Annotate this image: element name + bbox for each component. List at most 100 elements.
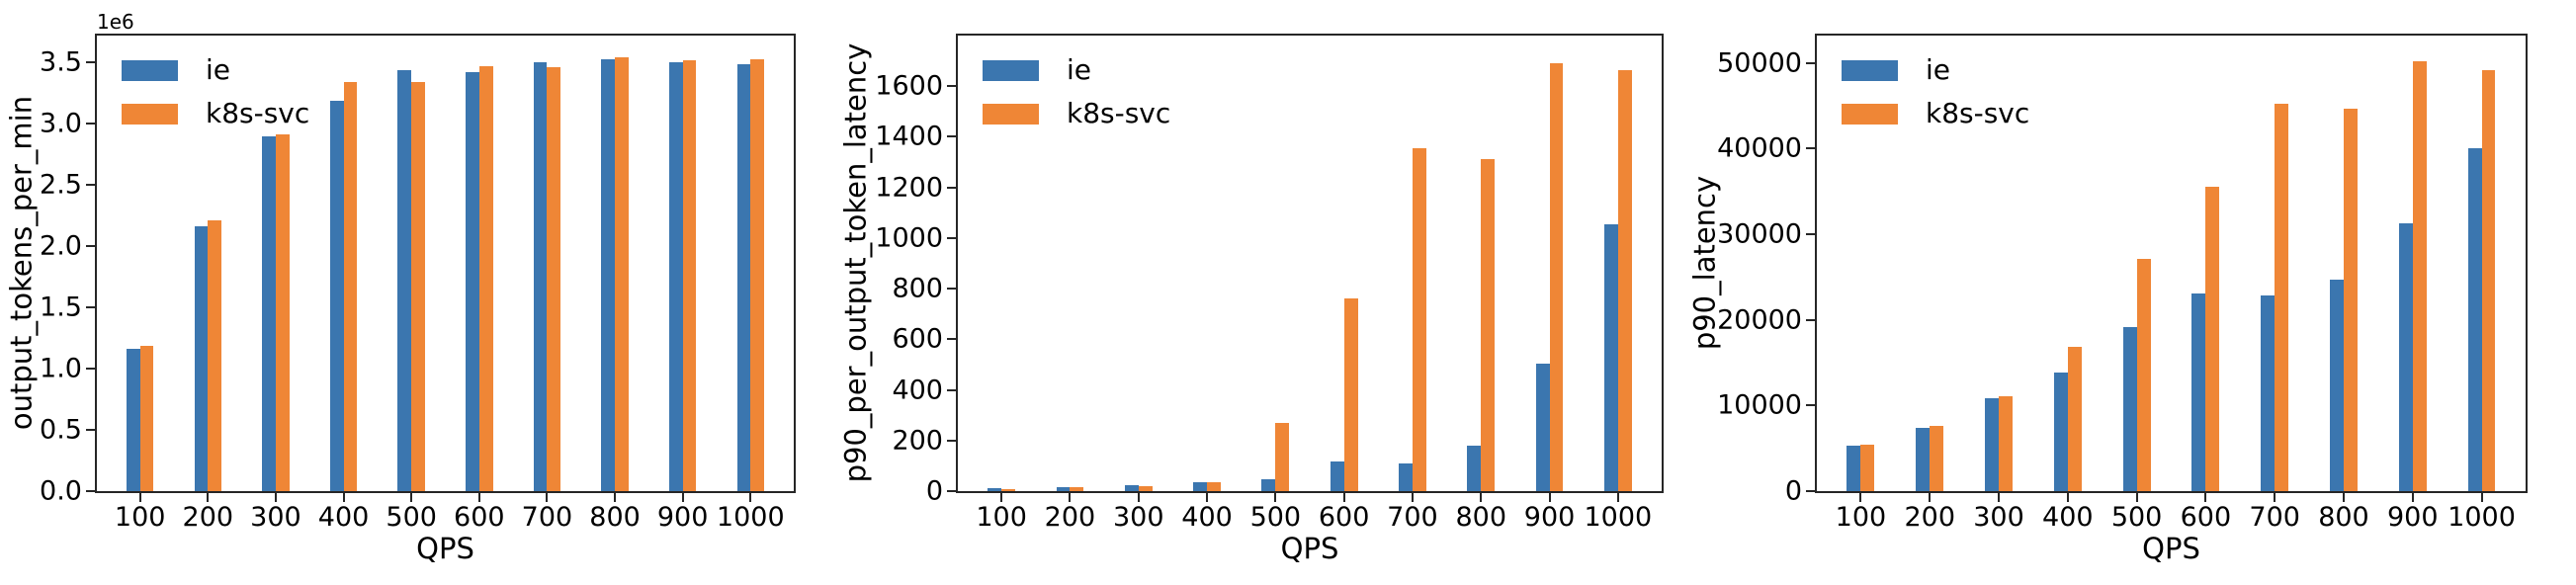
x-tick-label: 200 <box>182 502 234 533</box>
x-tick-label: 100 <box>114 502 166 533</box>
legend-color-patch-k8s-svc <box>122 103 178 125</box>
x-tick-mark <box>1548 493 1551 502</box>
bar-k8s-svc-qps-900 <box>1549 63 1564 491</box>
bar-k8s-svc-qps-800 <box>2343 108 2358 491</box>
bar-ie-qps-700 <box>2261 294 2275 491</box>
y-tick-label: 0 <box>925 475 943 507</box>
bar-k8s-svc-qps-300 <box>275 134 290 491</box>
x-tick-label: 400 <box>1181 502 1233 533</box>
bar-ie-qps-700 <box>533 62 548 491</box>
legend-item: ie <box>122 56 309 84</box>
y-tick-label: 600 <box>892 323 943 355</box>
legend-label: k8s-svc <box>1067 97 1171 129</box>
y-tick-label: 1400 <box>875 121 943 152</box>
bar-ie-qps-200 <box>1056 486 1071 491</box>
bar-k8s-svc-qps-800 <box>615 56 629 491</box>
x-tick-mark <box>1480 493 1483 502</box>
y-tick-mark <box>947 236 956 239</box>
bar-k8s-svc-qps-700 <box>1412 147 1426 491</box>
bar-k8s-svc-qps-1000 <box>1617 69 1632 491</box>
y-tick-mark <box>947 490 956 492</box>
y-tick-label: 1.5 <box>40 292 82 323</box>
bar-ie-qps-300 <box>262 135 276 491</box>
x-tick-mark <box>410 493 413 502</box>
bar-k8s-svc-qps-500 <box>2136 259 2151 491</box>
x-tick-label: 700 <box>1387 502 1438 533</box>
x-tick-label: 900 <box>656 502 709 533</box>
x-axis-label: QPS <box>2142 532 2200 565</box>
bar-ie-qps-400 <box>329 100 344 491</box>
bar-ie-qps-600 <box>2191 292 2206 491</box>
y-tick-label: 40000 <box>1717 132 1802 164</box>
x-tick-mark <box>477 493 480 502</box>
y-tick-label: 400 <box>892 375 943 406</box>
x-tick-mark <box>749 493 752 502</box>
bar-ie-qps-400 <box>2053 372 2068 491</box>
legend-item: k8s-svc <box>983 100 1170 127</box>
x-tick-label: 300 <box>1112 502 1164 533</box>
x-tick-mark <box>2342 493 2345 502</box>
y-tick-mark <box>1806 147 1815 150</box>
x-tick-mark <box>274 493 277 502</box>
legend-color-patch-ie <box>983 59 1039 81</box>
x-tick-label: 500 <box>1249 502 1302 533</box>
y-tick-label: 3.5 <box>40 46 82 78</box>
y-tick-label: 800 <box>892 273 943 304</box>
x-tick-label: 400 <box>317 502 370 533</box>
x-tick-mark <box>2066 493 2069 502</box>
legend-label: ie <box>1067 53 1092 86</box>
bar-k8s-svc-qps-400 <box>2067 347 2082 491</box>
x-tick-mark <box>1342 493 1345 502</box>
bar-ie-qps-600 <box>1330 460 1344 491</box>
x-tick-mark <box>2411 493 2414 502</box>
x-tick-label: 600 <box>454 502 505 533</box>
bar-ie-qps-800 <box>2330 279 2344 491</box>
y-tick-label: 3.0 <box>40 108 82 139</box>
bar-k8s-svc-qps-100 <box>139 345 154 491</box>
y-tick-mark <box>86 429 95 432</box>
bar-k8s-svc-qps-100 <box>1860 444 1875 491</box>
x-tick-mark <box>1929 493 1932 502</box>
x-tick-mark <box>546 493 549 502</box>
bar-k8s-svc-qps-700 <box>547 67 561 491</box>
x-tick-label: 800 <box>589 502 641 533</box>
y-tick-mark <box>86 123 95 125</box>
y-tick-label: 200 <box>892 425 943 457</box>
y-tick-label: 20000 <box>1717 304 1802 336</box>
x-tick-label: 600 <box>1318 502 1370 533</box>
bar-ie-qps-100 <box>987 488 1002 491</box>
y-tick-label: 1600 <box>875 70 943 102</box>
bar-ie-qps-200 <box>194 226 209 491</box>
bar-ie-qps-1000 <box>736 63 751 491</box>
x-tick-mark <box>1206 493 1209 502</box>
x-tick-label: 800 <box>1455 502 1507 533</box>
bar-ie-qps-100 <box>1846 446 1861 491</box>
y-tick-label: 30000 <box>1717 218 1802 250</box>
x-tick-label: 700 <box>2249 502 2300 533</box>
y-tick-label: 1200 <box>875 172 943 204</box>
bar-ie-qps-800 <box>601 58 616 491</box>
plot-area: ie k8s-svc <box>956 34 1664 493</box>
x-tick-mark <box>1069 493 1072 502</box>
bar-ie-qps-900 <box>2398 222 2413 491</box>
x-tick-label: 700 <box>521 502 573 533</box>
x-tick-label: 1000 <box>716 502 785 533</box>
x-tick-label: 200 <box>1044 502 1096 533</box>
legend-item: ie <box>983 56 1170 84</box>
x-tick-mark <box>2135 493 2138 502</box>
x-tick-label: 900 <box>1523 502 1576 533</box>
legend-label: k8s-svc <box>206 97 310 129</box>
y-tick-label: 10000 <box>1717 389 1802 421</box>
y-tick-mark <box>86 245 95 248</box>
y-tick-mark <box>1806 233 1815 236</box>
y-tick-mark <box>1806 318 1815 321</box>
bar-k8s-svc-qps-200 <box>1930 426 1944 491</box>
x-tick-label: 500 <box>386 502 437 533</box>
legend: ie k8s-svc <box>122 56 309 143</box>
x-tick-mark <box>2480 493 2483 502</box>
bar-k8s-svc-qps-200 <box>208 220 222 491</box>
x-tick-label: 100 <box>1835 502 1887 533</box>
x-tick-label: 1000 <box>1584 502 1653 533</box>
